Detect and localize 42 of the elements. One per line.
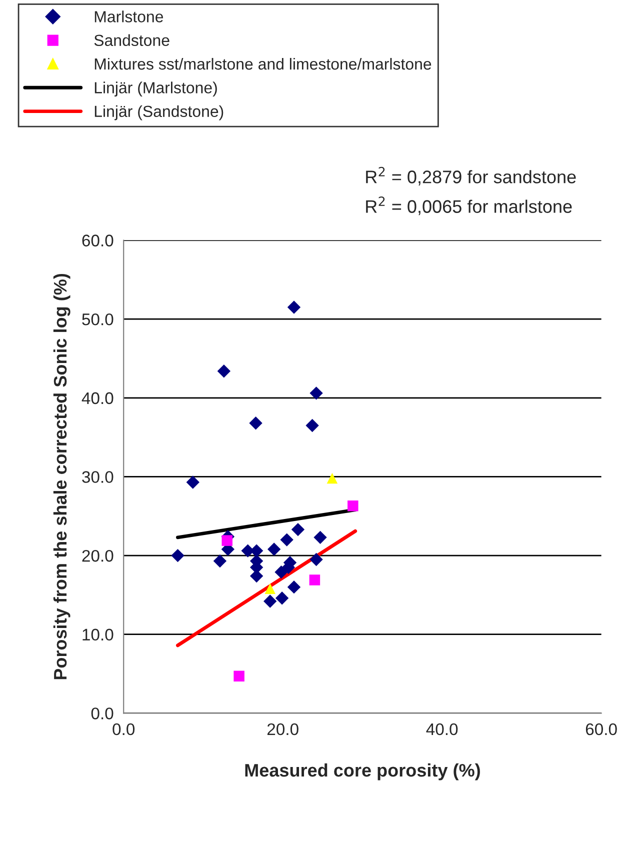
y-axis-title: Porosity from the shale corrected Sonic log (%) (53, 274, 70, 680)
point (234, 670, 244, 682)
text: R$^{2}$ = 0,2879 for sandstone (366, 166, 576, 186)
point (287, 300, 301, 314)
point (213, 554, 227, 568)
y-tick-label: 30.0 (82, 471, 114, 483)
x-axis-title: Measured core porosity (%) (245, 763, 480, 780)
x-tick-label: 40.0 (426, 723, 458, 736)
point (275, 592, 289, 605)
point (310, 552, 323, 566)
y-tick-label: 60.0 (82, 234, 114, 246)
point (264, 594, 277, 608)
point (291, 522, 305, 536)
point (249, 416, 262, 430)
x-tick-label: 0.0 (112, 723, 135, 736)
legend-label: Sandstone (94, 34, 170, 46)
y-tick-label: 20.0 (82, 550, 114, 562)
legend-label: Mixtures sst/marlstone and limestone/marlstone (94, 58, 432, 70)
point (348, 500, 358, 512)
point (171, 548, 184, 562)
x-tick-label: 60.0 (586, 723, 617, 736)
point (267, 542, 281, 556)
legend-label: Linjär (Sandstone) (94, 105, 224, 120)
point (306, 418, 319, 432)
point (310, 386, 323, 400)
point (287, 580, 301, 594)
y-tick-label: 40.0 (82, 392, 114, 404)
y-tick-label: 10.0 (82, 628, 114, 641)
point (314, 530, 327, 544)
point (264, 583, 276, 594)
x-tick-label: 20.0 (267, 723, 298, 736)
y-tick-label: 0.0 (91, 708, 114, 720)
y-tick-label: 50.0 (82, 313, 114, 326)
text: R$^{2}$ = 0,0065 for marlstone (366, 196, 572, 216)
point (280, 533, 294, 546)
point (222, 535, 232, 546)
legend-label: Linjär (Marlstone) (94, 82, 217, 97)
point (186, 476, 200, 489)
point (326, 472, 338, 484)
point (309, 574, 320, 586)
legend-label: Marlstone (94, 10, 164, 22)
point (217, 364, 231, 378)
